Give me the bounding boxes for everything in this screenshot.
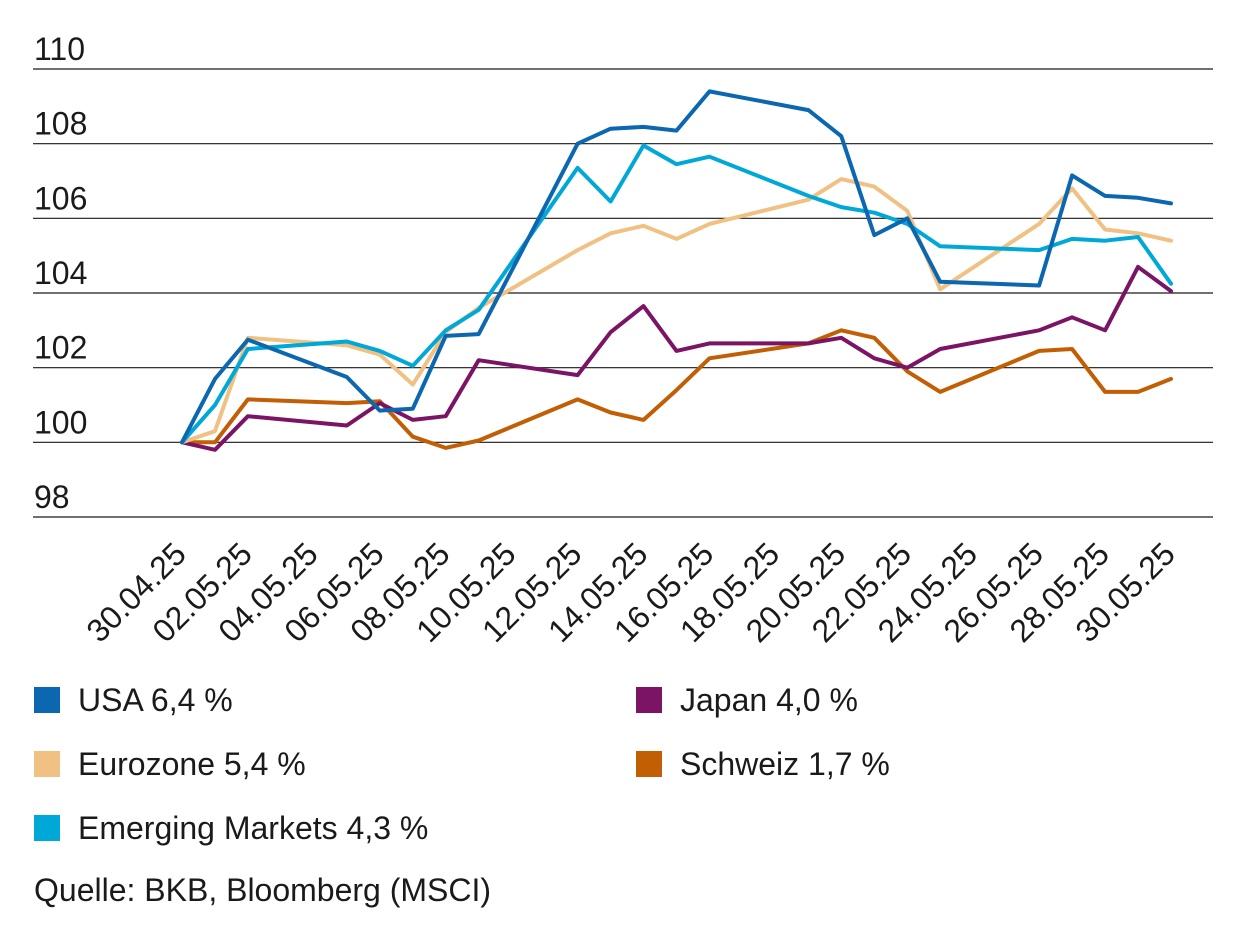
y-axis-ticks: 98 100 102 104 106 108 110	[34, 31, 87, 515]
legend-label-usa: USA 6,4 %	[78, 682, 233, 718]
legend-swatch-japan	[636, 687, 662, 713]
y-tick-label: 110	[34, 31, 85, 67]
source-note: Quelle: BKB, Bloomberg (MSCI)	[34, 872, 492, 908]
legend-item-emerging-markets: Emerging Markets 4,3 %	[34, 808, 428, 848]
y-tick-label: 104	[34, 255, 87, 291]
series-line-3	[180, 143, 1173, 445]
series-line-1	[180, 264, 1173, 452]
legend-swatch-schweiz	[636, 751, 662, 777]
legend-label-schweiz: Schweiz 1,7 %	[680, 746, 890, 782]
legend-label-eurozone: Eurozone 5,4 %	[78, 746, 306, 782]
series-lines	[180, 89, 1173, 452]
gridlines	[33, 68, 1213, 518]
legend-item-schweiz: Schweiz 1,7 %	[636, 744, 890, 784]
y-tick-label: 98	[34, 479, 70, 515]
legend-swatch-eurozone	[34, 751, 60, 777]
legend-item-usa: USA 6,4 %	[34, 680, 233, 720]
legend-swatch-usa	[34, 687, 60, 713]
legend-swatch-emerging-markets	[34, 815, 60, 841]
legend-label-japan: Japan 4,0 %	[680, 682, 858, 718]
series-line-2	[180, 177, 1173, 445]
y-tick-label: 106	[34, 180, 87, 216]
y-tick-label: 108	[34, 106, 87, 142]
legend-item-japan: Japan 4,0 %	[636, 680, 858, 720]
y-tick-label: 102	[34, 330, 87, 366]
legend-item-eurozone: Eurozone 5,4 %	[34, 744, 306, 784]
line-chart: 98 100 102 104 106 108 110 30.04.2502.05.2504.…	[33, 31, 1213, 649]
series-line-4	[180, 89, 1173, 445]
legend-label-emerging-markets: Emerging Markets 4,3 %	[78, 810, 429, 846]
x-axis-ticks: 30.04.2502.05.2504.05.2506.05.2508.05.25…	[79, 535, 1182, 649]
y-tick-label: 100	[34, 404, 87, 440]
